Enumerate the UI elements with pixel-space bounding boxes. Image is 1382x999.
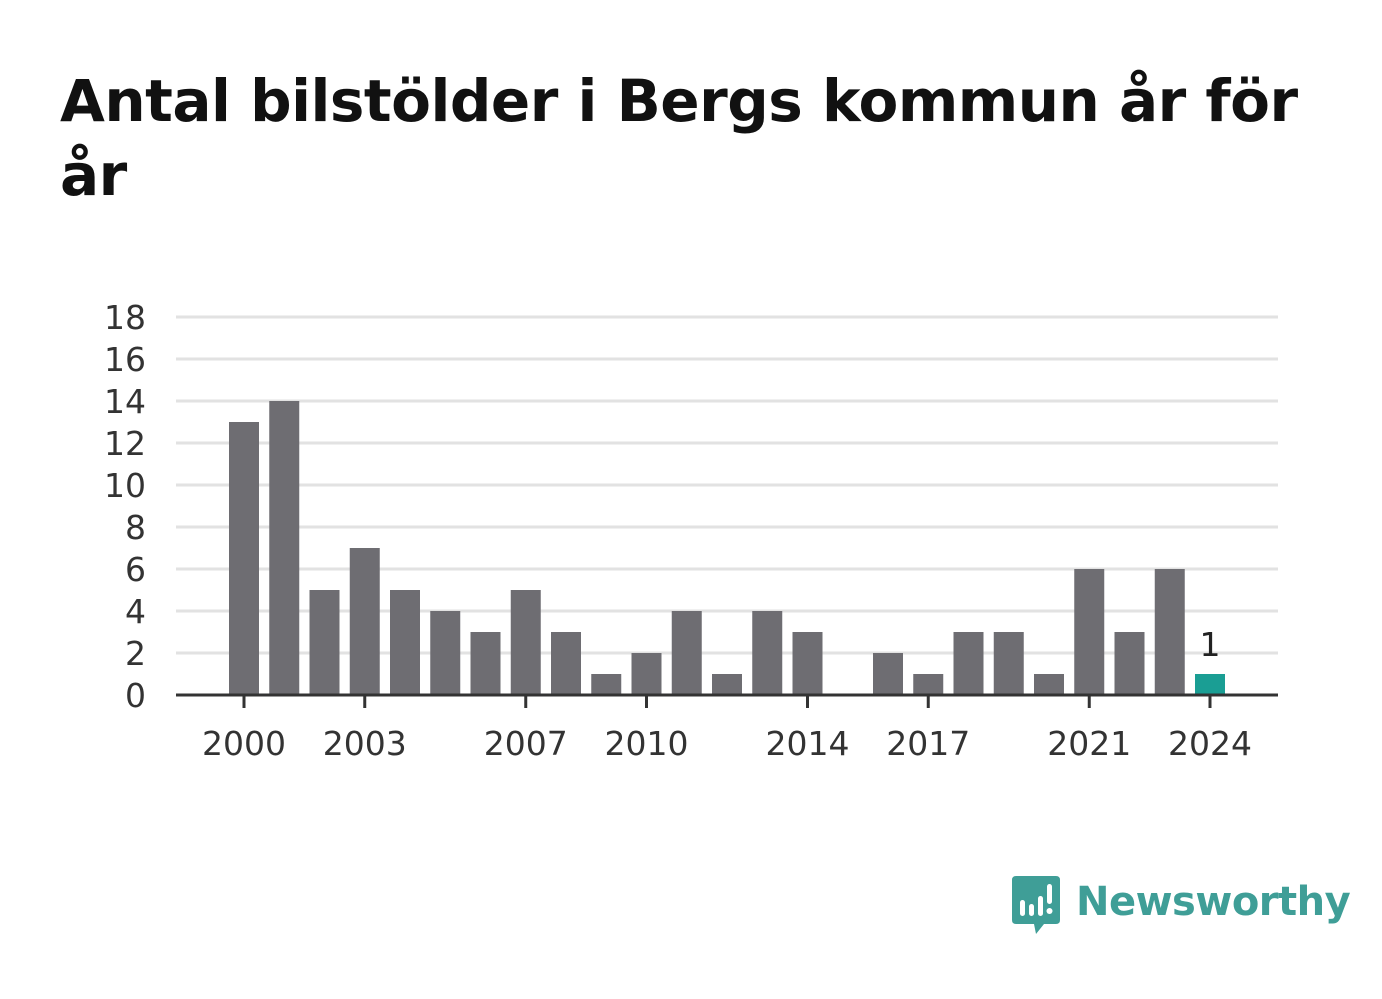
chart-title: Antal bilstölder i Bergs kommun år för å… <box>60 67 1298 209</box>
bar-2017 <box>913 674 944 695</box>
bars: 1 <box>229 401 1225 695</box>
bar-2008 <box>551 632 581 695</box>
bar-2019 <box>993 632 1024 695</box>
x-tick-label: 2010 <box>605 724 689 763</box>
brand-name: Newsworthy <box>1076 879 1351 925</box>
x-tick-label: 2017 <box>886 724 970 763</box>
y-tick-label: 8 <box>125 508 146 547</box>
bar-2022 <box>1114 632 1145 695</box>
y-tick-label: 6 <box>125 550 146 589</box>
bar-2007 <box>510 590 541 695</box>
bar-2006 <box>470 632 501 695</box>
bar-2009 <box>591 674 622 695</box>
bar-2001 <box>269 401 300 695</box>
newsworthy-logo: Newsworthy <box>1010 874 1351 944</box>
data-label: 1 <box>1200 625 1221 664</box>
bar-2011 <box>671 611 702 695</box>
bar-2002 <box>309 590 340 695</box>
bar-2014 <box>792 632 823 695</box>
y-tick-label: 10 <box>104 466 146 505</box>
y-tick-label: 14 <box>104 382 146 421</box>
bar-2003 <box>349 548 380 695</box>
bar-2013 <box>752 611 783 695</box>
x-tick-label: 2000 <box>202 724 286 763</box>
y-tick-label: 18 <box>104 298 146 337</box>
bar-2012 <box>712 674 742 695</box>
bar-2021 <box>1074 569 1105 695</box>
bar-2010 <box>631 653 662 695</box>
y-tick-label: 12 <box>104 424 146 463</box>
x-tick-label: 2007 <box>484 724 568 763</box>
bar-2023 <box>1154 569 1185 695</box>
bar-2005 <box>430 611 461 695</box>
bar-2000 <box>229 422 259 695</box>
gridlines <box>176 315 1278 655</box>
bar-2016 <box>873 653 903 695</box>
x-tick-label: 2014 <box>766 724 850 763</box>
newsworthy-logo-icon <box>1012 876 1060 934</box>
x-tick-label: 2003 <box>323 724 407 763</box>
bar-2004 <box>390 590 420 695</box>
bar-2018 <box>953 632 984 695</box>
y-tick-label: 4 <box>125 592 146 631</box>
y-tick-label: 2 <box>125 634 146 673</box>
y-tick-label: 0 <box>125 676 146 715</box>
bar-2024 <box>1195 674 1225 695</box>
x-tick-label: 2021 <box>1047 724 1131 763</box>
y-tick-label: 16 <box>104 340 146 379</box>
x-tick-label: 2024 <box>1168 724 1252 763</box>
bar-2020 <box>1034 674 1064 695</box>
